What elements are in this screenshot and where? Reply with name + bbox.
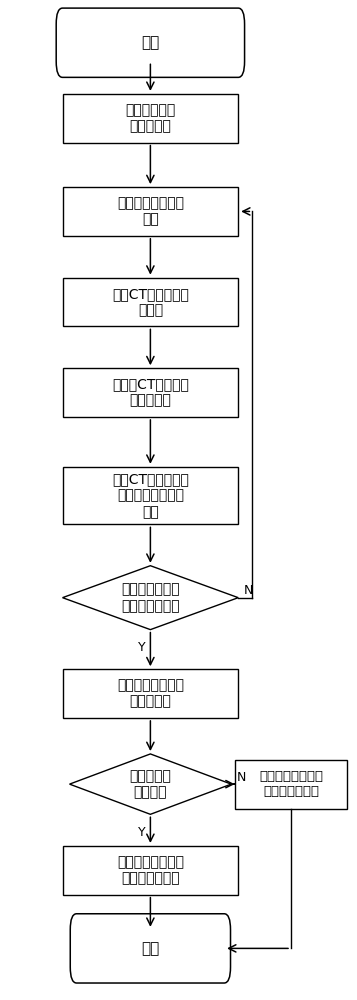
Text: 启动目标人脸检测
算法: 启动目标人脸检测 算法 (117, 196, 184, 227)
Text: 记录当前帧中目标
人脸信息及显示: 记录当前帧中目标 人脸信息及显示 (117, 855, 184, 885)
Polygon shape (62, 566, 238, 630)
Text: N: N (243, 584, 253, 597)
Text: N: N (236, 771, 246, 784)
Bar (62, 94, 238, 143)
Text: 生成CT算法的初始
化窗口: 生成CT算法的初始 化窗口 (112, 287, 189, 317)
FancyBboxPatch shape (56, 8, 245, 77)
Text: 利用上一帧记录的
信息生成显示框: 利用上一帧记录的 信息生成显示框 (259, 770, 323, 798)
Text: 开始: 开始 (141, 35, 160, 50)
Text: 检测区域内启动人
脸检测算法: 检测区域内启动人 脸检测算法 (117, 678, 184, 709)
Bar (62, 467, 238, 524)
Text: 结束: 结束 (141, 941, 160, 956)
Text: Y: Y (138, 826, 145, 839)
Bar (235, 760, 347, 809)
Bar (62, 187, 238, 236)
Polygon shape (70, 754, 231, 814)
Text: 是否检测到
目标人脸: 是否检测到 目标人脸 (130, 769, 171, 799)
Text: Y: Y (138, 641, 145, 654)
Text: 打开摄像头，
读入视频流: 打开摄像头， 读入视频流 (125, 103, 176, 133)
Bar (62, 669, 238, 718)
Bar (62, 368, 238, 417)
Text: 启动CT算法，并将
跟踪框设置为检测
区域: 启动CT算法，并将 跟踪框设置为检测 区域 (112, 472, 189, 519)
Bar (62, 278, 238, 326)
FancyBboxPatch shape (70, 914, 231, 983)
Bar (62, 846, 238, 895)
Text: 初始化CT算法的贝
叶斯分类器: 初始化CT算法的贝 叶斯分类器 (112, 377, 189, 408)
Text: 检测窗口是否触
碰视频窗口边界: 检测窗口是否触 碰视频窗口边界 (121, 583, 180, 613)
